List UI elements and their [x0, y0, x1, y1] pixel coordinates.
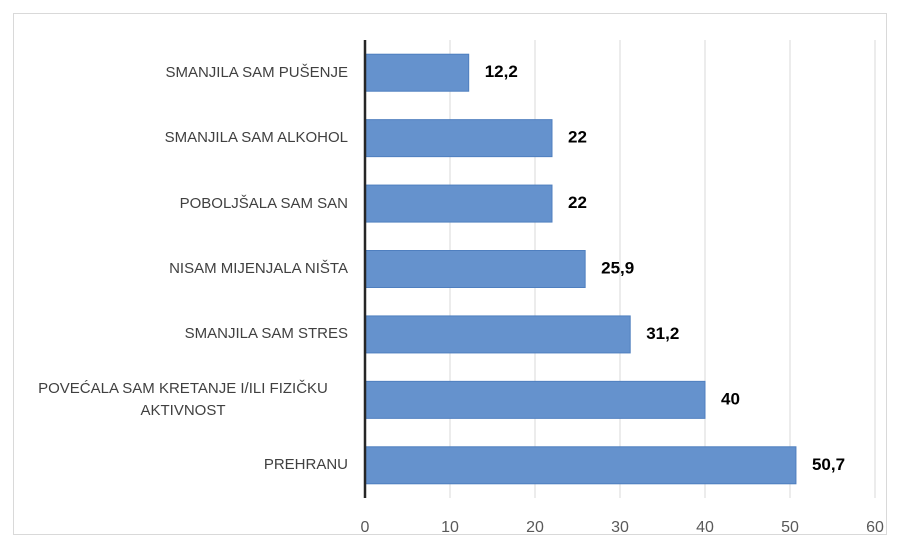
- data-label: 31,2: [646, 324, 679, 343]
- data-label: 50,7: [812, 455, 845, 474]
- y-tick-label: SMANJILA SAM ALKOHOL: [164, 129, 348, 147]
- bar: [364, 119, 553, 158]
- data-label: 22: [568, 193, 587, 212]
- x-tick-label: 30: [611, 519, 629, 536]
- x-tick-label: 40: [696, 519, 714, 536]
- y-tick-label: PREHRANU: [263, 456, 348, 474]
- x-tick-label: 0: [361, 519, 370, 536]
- chart-border: [13, 13, 887, 535]
- bar: [364, 380, 706, 419]
- x-tick-label: 50: [781, 519, 799, 536]
- bar: [364, 446, 797, 485]
- data-label: 22: [568, 128, 587, 147]
- x-tick-label: 10: [441, 519, 459, 536]
- data-label: 25,9: [601, 258, 634, 277]
- data-label: 12,2: [485, 62, 518, 81]
- y-tick-label: SMANJILA SAM PUŠENJE: [165, 63, 348, 81]
- y-tick-label: POVEĆALA SAM KRETANJE I/ILI FIZIČKU AKTI…: [38, 379, 328, 419]
- x-tick-label: 20: [526, 519, 544, 536]
- bar: [364, 250, 586, 288]
- y-tick-label: SMANJILA SAM STRES: [184, 325, 348, 343]
- x-tick-label: 60: [866, 519, 884, 536]
- bar: [364, 315, 631, 354]
- y-tick-label: POBOLJŠALA SAM SAN: [179, 194, 348, 212]
- bar: [364, 184, 553, 223]
- data-label: 40: [721, 389, 740, 408]
- y-tick-label: NISAM MIJENJALA NIŠTA: [169, 260, 348, 277]
- bar: [364, 53, 470, 92]
